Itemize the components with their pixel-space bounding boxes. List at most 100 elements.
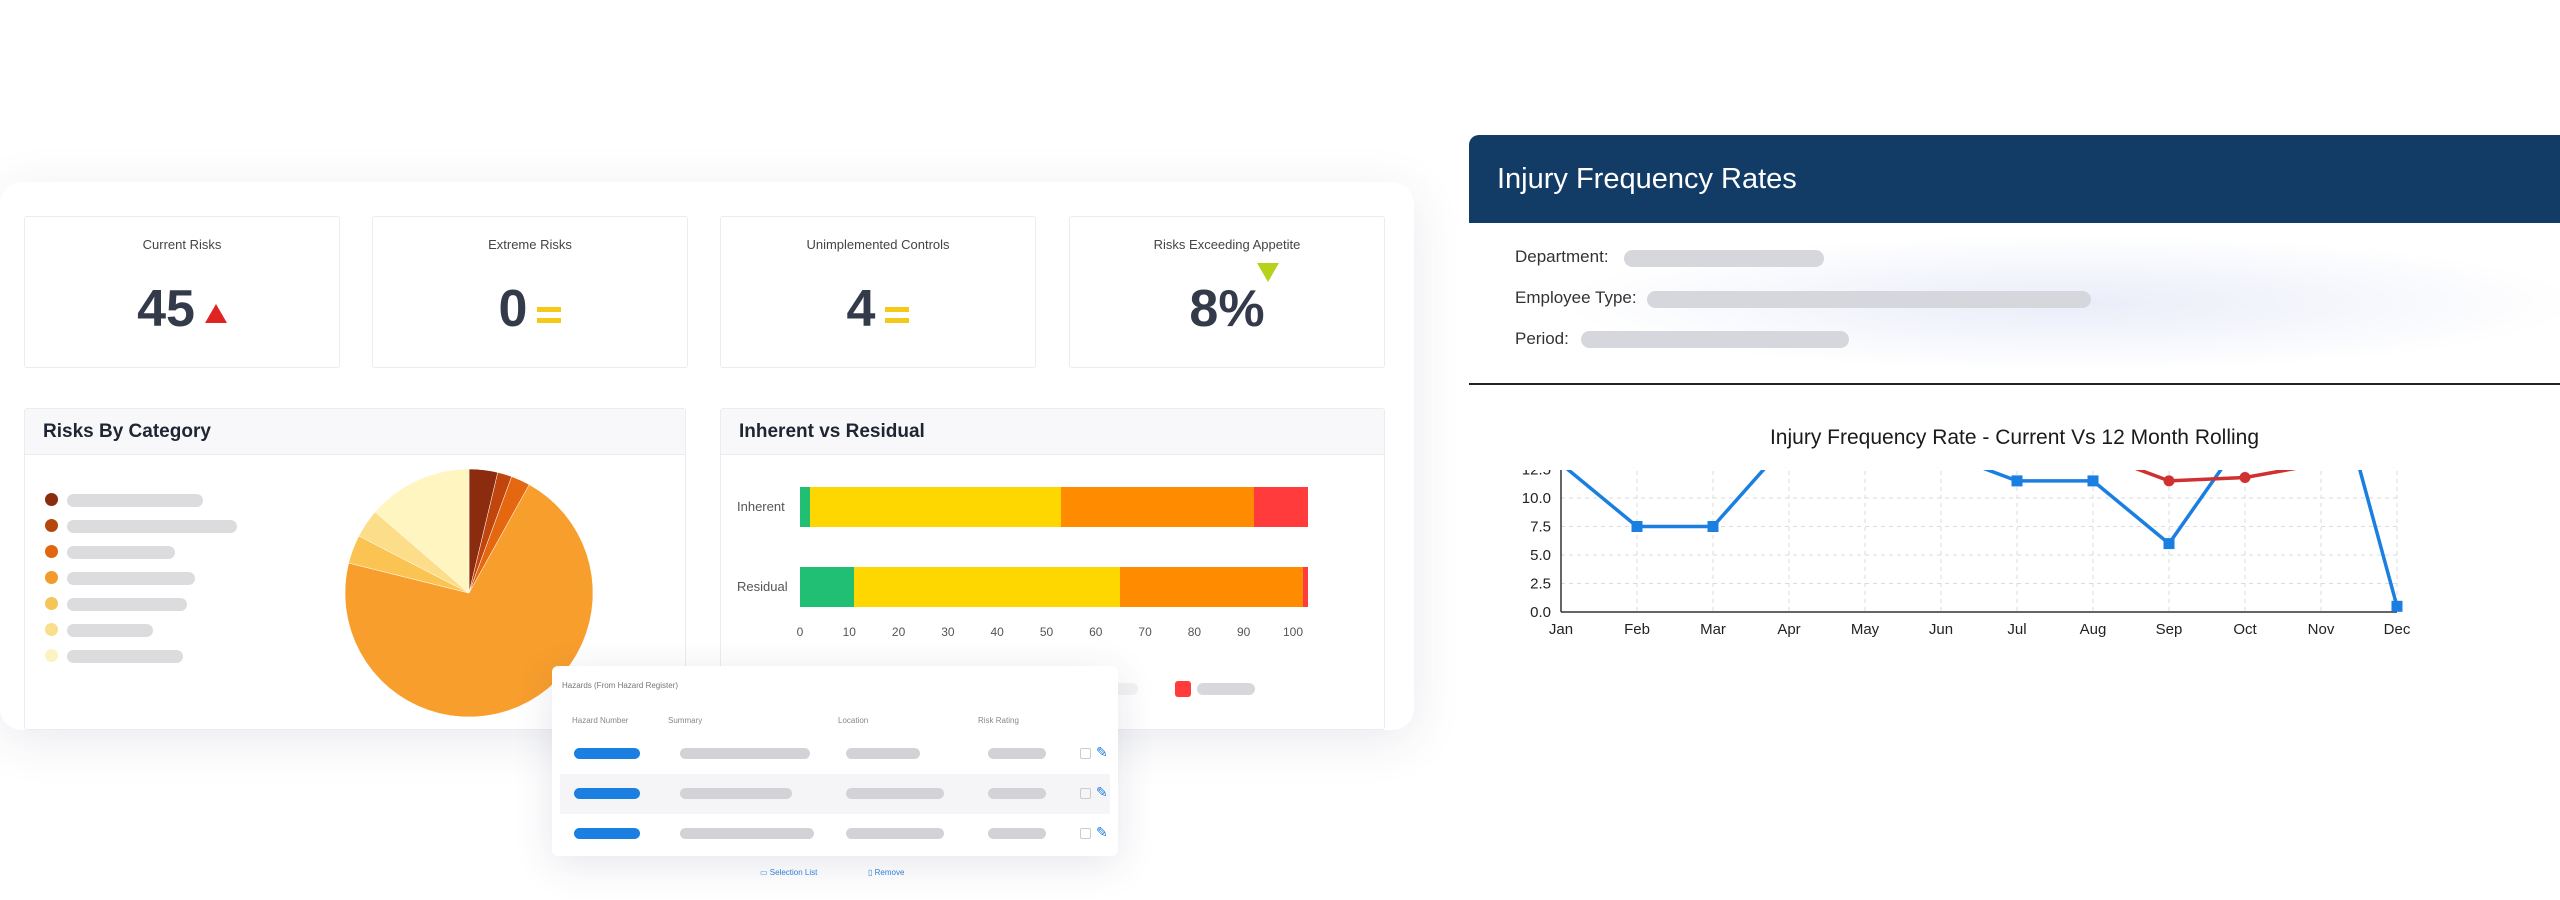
legend-placeholder xyxy=(67,572,195,585)
row-checkbox[interactable] xyxy=(1080,748,1091,759)
row-checkbox[interactable] xyxy=(1080,828,1091,839)
edit-icon[interactable]: ✎ xyxy=(1096,824,1108,840)
bar-segment[interactable] xyxy=(809,487,1062,527)
data-point[interactable] xyxy=(1631,521,1643,532)
down-triangle-icon xyxy=(1256,263,1279,282)
trash-icon: ▯ xyxy=(868,868,875,877)
x-tick-label: 50 xyxy=(1039,625,1054,639)
hazard-title: Hazards (From Hazard Register) xyxy=(562,681,679,690)
legend-dot xyxy=(45,571,58,584)
x-tick-label: Mar xyxy=(1700,621,1726,638)
bar-segment[interactable] xyxy=(800,487,810,527)
kpi-title: Current Risks xyxy=(142,237,222,252)
kpi-unimplemented-controls[interactable]: Unimplemented Controls 4 xyxy=(720,216,1036,368)
x-tick-label: Feb xyxy=(1624,621,1650,638)
pie-slice[interactable] xyxy=(344,484,594,718)
kpi-title: Unimplemented Controls xyxy=(806,237,950,252)
x-tick-label: Dec xyxy=(2384,621,2411,638)
col-risk-rating: Risk Rating xyxy=(978,716,1019,725)
employee-type-select[interactable] xyxy=(1647,291,2091,308)
department-label: Department: xyxy=(1515,247,1609,266)
bar-segment[interactable] xyxy=(800,567,855,607)
panel-title: Inherent vs Residual xyxy=(721,409,1384,455)
category-pie-chart xyxy=(344,468,594,718)
data-point[interactable] xyxy=(2239,471,2251,483)
kpi-value: 4 xyxy=(846,280,876,338)
legend-placeholder xyxy=(1197,683,1255,695)
x-tick-label: Nov xyxy=(2308,621,2335,638)
table-row[interactable]: ✎ xyxy=(560,814,1110,854)
legend-placeholder xyxy=(67,598,187,611)
y-tick-label: 12.5 xyxy=(1522,470,1551,479)
x-tick-label: Jun xyxy=(1929,621,1953,638)
bar-segment[interactable] xyxy=(854,567,1121,607)
edit-icon[interactable]: ✎ xyxy=(1096,784,1108,800)
x-tick-label: 20 xyxy=(891,625,906,639)
x-tick-label: 90 xyxy=(1237,625,1251,639)
legend-placeholder xyxy=(67,650,183,663)
selection-list-button[interactable]: ▭ Selection List xyxy=(760,868,818,877)
kpi-extreme-risks[interactable]: Extreme Risks 0 xyxy=(372,216,688,368)
pie-slice[interactable] xyxy=(374,468,470,594)
bar-segment[interactable] xyxy=(1302,567,1308,607)
table-row[interactable]: ✎ xyxy=(560,734,1110,774)
legend-dot xyxy=(45,623,58,636)
legend-dot xyxy=(45,493,58,506)
kpi-value: 45 xyxy=(137,280,195,338)
col-hazard-number: Hazard Number xyxy=(572,716,629,725)
legend-placeholder xyxy=(67,546,175,559)
data-point[interactable] xyxy=(2011,475,2023,487)
kpi-current-risks[interactable]: Current Risks 45 xyxy=(24,216,340,368)
legend-placeholder xyxy=(67,494,203,507)
x-tick-label: 30 xyxy=(941,625,955,639)
risks-by-category-panel: Risks By Category xyxy=(24,408,686,730)
bar-segment[interactable] xyxy=(1061,487,1254,527)
series-line xyxy=(2134,470,2297,483)
row-checkbox[interactable] xyxy=(1080,788,1091,799)
bar-segment[interactable] xyxy=(1120,567,1303,607)
x-tick-label: 80 xyxy=(1187,625,1202,639)
x-tick-label: 10 xyxy=(842,625,856,639)
y-tick-label: 5.0 xyxy=(1530,547,1551,564)
panel-title: Risks By Category xyxy=(25,409,685,455)
series-line xyxy=(1565,470,2399,607)
bar-category-label: Residual xyxy=(737,579,788,594)
kpi-risks-exceeding-appetite[interactable]: Risks Exceeding Appetite 8% xyxy=(1069,216,1385,368)
table-row[interactable]: ✎ xyxy=(560,774,1110,814)
remove-button[interactable]: ▯ Remove xyxy=(868,868,905,877)
period-label: Period: xyxy=(1515,329,1569,348)
bar-category-label: Inherent xyxy=(737,499,785,514)
data-point[interactable] xyxy=(2087,475,2099,487)
card-header: Injury Frequency Rates xyxy=(1469,135,2560,223)
data-point[interactable] xyxy=(2163,475,2175,487)
folder-icon: ▭ xyxy=(760,868,770,877)
employee-type-label: Employee Type: xyxy=(1515,288,1637,307)
x-tick-label: 100 xyxy=(1282,625,1304,639)
bar-segment[interactable] xyxy=(1253,487,1308,527)
edit-icon[interactable]: ✎ xyxy=(1096,744,1108,760)
legend-dot xyxy=(45,649,58,662)
hazard-register-card: Hazards (From Hazard Register) Hazard Nu… xyxy=(552,666,1118,856)
data-point[interactable] xyxy=(2163,538,2175,550)
equals-icon xyxy=(885,307,910,324)
equals-icon xyxy=(537,307,562,324)
period-select[interactable] xyxy=(1581,331,1849,348)
x-tick-label: Apr xyxy=(1777,621,1800,638)
x-tick-label: 40 xyxy=(990,625,1004,639)
data-point[interactable] xyxy=(1707,521,1719,532)
y-tick-label: 7.5 xyxy=(1530,519,1551,536)
kpi-value: 0 xyxy=(498,280,528,338)
kpi-title: Extreme Risks xyxy=(488,237,572,252)
x-tick-label: 60 xyxy=(1089,625,1103,639)
legend-swatch xyxy=(1175,681,1191,697)
department-select[interactable] xyxy=(1624,250,1824,267)
legend-placeholder xyxy=(67,624,153,637)
legend-dot xyxy=(45,545,58,558)
kpi-title: Risks Exceeding Appetite xyxy=(1153,237,1301,252)
filter-panel: Department: Employee Type: Period: xyxy=(1469,223,2560,385)
up-triangle-icon xyxy=(204,304,227,324)
x-tick-label: 70 xyxy=(1138,625,1152,639)
data-point[interactable] xyxy=(2391,600,2403,612)
legend-dot xyxy=(45,519,58,532)
